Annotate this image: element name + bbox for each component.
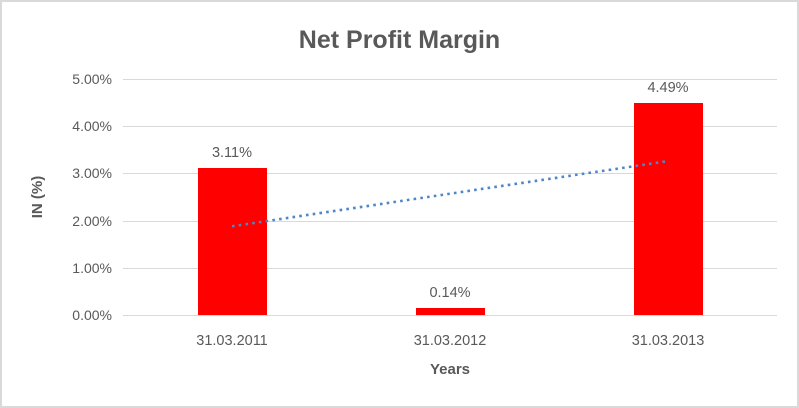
y-tick-label: 5.00% — [72, 71, 112, 87]
y-tick-label: 0.00% — [72, 307, 112, 323]
bar-value-label: 3.11% — [211, 145, 253, 162]
bar — [415, 308, 485, 315]
x-axis-title: Years — [429, 361, 471, 378]
bar — [633, 103, 703, 315]
chart-title: Net Profit Margin — [298, 26, 501, 54]
gridline — [123, 267, 777, 269]
gridline — [123, 314, 777, 316]
bar-value-label: 0.14% — [429, 285, 471, 302]
gridline — [123, 220, 777, 222]
y-axis-title: IN (%) — [29, 175, 46, 219]
x-tick-label: 31.03.2011 — [196, 333, 268, 349]
y-tick-label: 4.00% — [72, 118, 112, 135]
x-tick-label: 31.03.2013 — [631, 333, 705, 349]
y-tick-label: 1.00% — [72, 259, 112, 276]
x-tick-label: 31.03.2012 — [413, 333, 487, 349]
bar-value-label: 4.49% — [647, 80, 689, 97]
gridline — [123, 78, 777, 80]
trendline-segment — [231, 159, 669, 228]
bar — [197, 168, 267, 315]
gridline — [123, 125, 777, 127]
gridline — [123, 172, 777, 174]
